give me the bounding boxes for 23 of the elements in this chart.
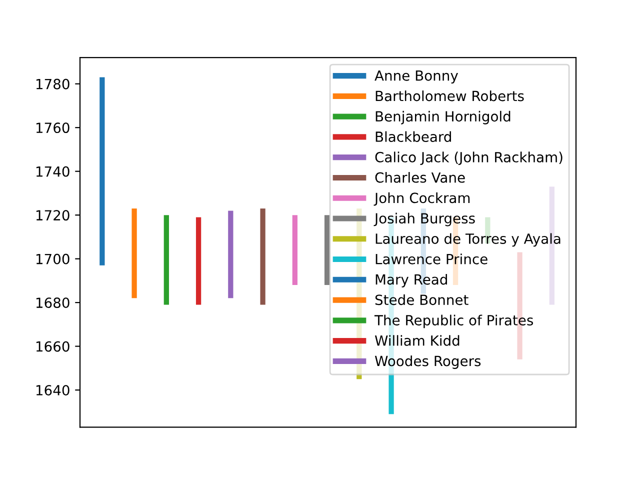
legend-label: Calico Jack (John Rackham): [375, 152, 562, 165]
y-tick-label: 1740: [36, 166, 70, 177]
y-tick-label: 1640: [36, 384, 70, 396]
legend-label: Benjamin Hornigold: [376, 110, 510, 124]
y-tick-label: 1720: [36, 210, 70, 221]
legend-label: Bartholomew Roberts: [376, 90, 524, 102]
legend-label: Woodes Rogers: [374, 356, 481, 369]
legend-label: Charles Vane: [375, 172, 465, 183]
y-tick-label: 1660: [36, 341, 70, 352]
legend-label: Josiah Burgess: [374, 212, 475, 226]
legend-label: Mary Read: [376, 274, 447, 288]
y-tick-label: 1700: [36, 254, 70, 264]
legend-label: Stede Bonnet: [375, 294, 468, 306]
legend-label: Lawrence Prince: [376, 254, 488, 264]
legend-label: Blackbeard: [376, 131, 451, 142]
legend-label: The Republic of Pirates: [374, 314, 534, 328]
legend-label: Laureano de Torres y Ayala: [376, 233, 560, 247]
legend-label: William Kidd: [374, 335, 460, 346]
legend-label: John Cockram: [374, 192, 470, 206]
y-tick-label: 1680: [36, 298, 70, 308]
y-tick-label: 1760: [36, 122, 70, 134]
y-tick-label: 1780: [36, 78, 70, 90]
legend-label: Anne Bonny: [374, 70, 458, 84]
